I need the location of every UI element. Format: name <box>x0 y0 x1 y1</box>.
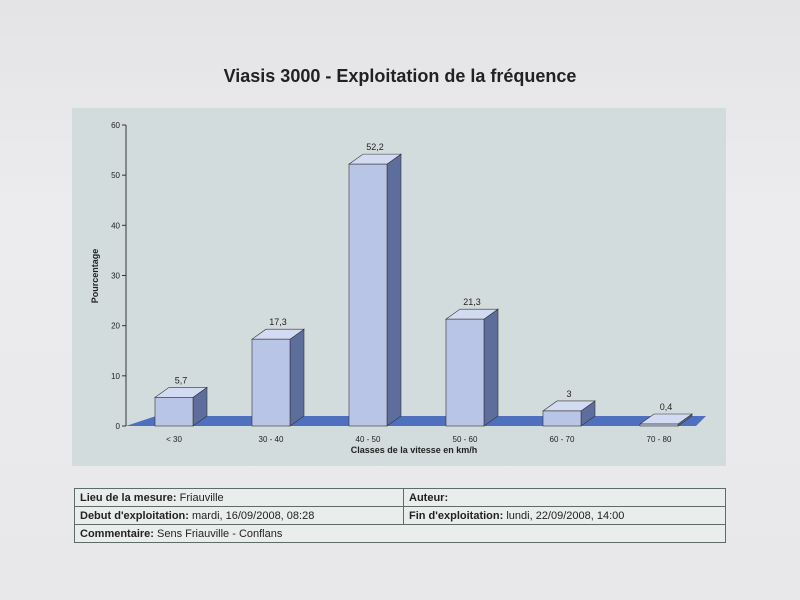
bars: 5,7 17,3 52,2 21,3 3 0,4 <box>154 142 693 427</box>
y-ticks: 0 10 20 30 40 50 60 <box>111 121 126 431</box>
lieu-label: Lieu de la mesure: <box>80 491 177 504</box>
bar-front-4 <box>542 410 582 427</box>
bar-1: 17,3 <box>251 317 305 427</box>
lieu-cell: Lieu de la mesure: Friauville <box>74 488 404 507</box>
x-tick-labels: < 30 30 - 40 40 - 50 50 - 60 60 - 70 70 - 80 <box>166 435 672 444</box>
bar-side-1 <box>289 328 305 427</box>
y-tick-label-2: 20 <box>111 322 120 331</box>
x-tick-label-3: 50 - 60 <box>453 435 478 444</box>
chart-floor <box>126 416 706 426</box>
bar-front-0 <box>154 397 194 427</box>
data-label-5: 0,4 <box>660 402 673 412</box>
y-tick-label-3: 30 <box>111 272 120 281</box>
x-tick-label-5: 70 - 80 <box>647 435 672 444</box>
measurement-info-table: Lieu de la mesure: Friauville Auteur: De… <box>74 488 726 543</box>
y-tick-label-6: 60 <box>111 121 120 130</box>
debut-value: mardi, 16/09/2008, 08:28 <box>192 509 315 522</box>
x-tick-label-0: < 30 <box>166 435 182 444</box>
data-label-1: 17,3 <box>269 317 287 327</box>
bar-3: 21,3 <box>445 297 499 427</box>
lieu-value: Friauville <box>179 491 224 504</box>
y-tick-label-0: 0 <box>116 422 121 431</box>
bar-side-2 <box>386 153 402 427</box>
bar-chart: 0 10 20 30 40 50 60 5,7 17,3 52,2 21,3 3 0,4 < 30 30… <box>72 108 726 466</box>
auteur-cell: Auteur: <box>403 488 726 507</box>
commentaire-value: Sens Friauville - Conflans <box>157 527 283 540</box>
fin-cell: Fin d'exploitation: lundi, 22/09/2008, 1… <box>403 506 726 525</box>
page-title: Viasis 3000 - Exploitation de la fréquen… <box>223 66 577 86</box>
chart-svg: 0 10 20 30 40 50 60 5,7 17,3 52,2 21,3 3 0,4 < 30 30… <box>72 108 726 466</box>
x-tick-label-4: 60 - 70 <box>550 435 575 444</box>
data-label-2: 52,2 <box>366 142 384 152</box>
debut-label: Debut d'exploitation: <box>80 509 189 522</box>
fin-value: lundi, 22/09/2008, 14:00 <box>506 509 625 522</box>
fin-label: Fin d'exploitation: <box>409 509 504 522</box>
bar-4: 3 <box>542 389 596 427</box>
x-tick-label-1: 30 - 40 <box>259 435 284 444</box>
bar-front-1 <box>251 338 291 427</box>
bar-2: 52,2 <box>348 142 402 427</box>
bar-0: 5,7 <box>154 375 208 427</box>
y-tick-label-4: 40 <box>111 221 120 230</box>
auteur-label: Auteur: <box>409 491 449 504</box>
y-tick-label-1: 10 <box>111 372 120 381</box>
data-label-4: 3 <box>566 389 571 399</box>
bar-front-3 <box>445 318 485 427</box>
x-tick-label-2: 40 - 50 <box>356 435 381 444</box>
bar-front-5 <box>639 423 679 427</box>
data-label-0: 5,7 <box>175 375 188 385</box>
bar-front-2 <box>348 163 388 427</box>
commentaire-cell: Commentaire: Sens Friauville - Conflans <box>74 524 726 543</box>
y-axis-label: Pourcentage <box>90 249 100 304</box>
bar-5: 0,4 <box>639 402 693 427</box>
data-label-3: 21,3 <box>463 297 481 307</box>
debut-cell: Debut d'exploitation: mardi, 16/09/2008,… <box>74 506 404 525</box>
commentaire-label: Commentaire: <box>80 527 154 540</box>
y-tick-label-5: 50 <box>111 171 120 180</box>
bar-side-3 <box>483 308 499 427</box>
x-axis-label: Classes de la vitesse en km/h <box>351 445 478 455</box>
